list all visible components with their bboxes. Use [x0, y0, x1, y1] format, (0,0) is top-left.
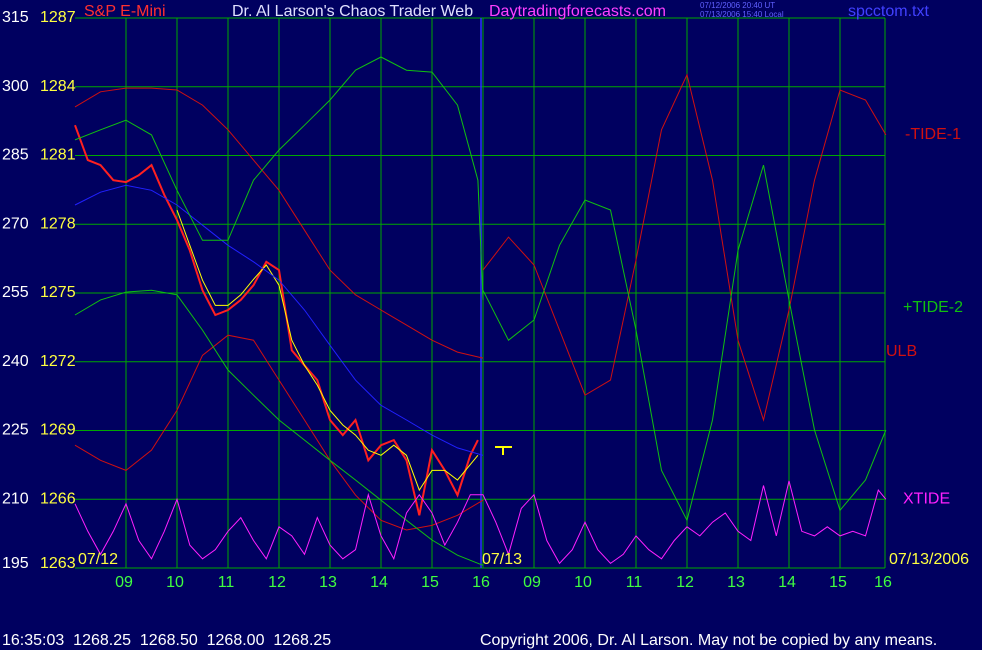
- date-label: 07/13: [482, 551, 522, 568]
- series-line: [176, 209, 479, 492]
- series-line: [74, 184, 484, 456]
- x-tick-label: 10: [166, 574, 184, 591]
- legend-label: -TIDE-1: [905, 126, 961, 143]
- y-tick-label: 270: [2, 215, 29, 232]
- y-tick-label: 225: [2, 422, 29, 439]
- series-line: [74, 289, 484, 566]
- y2-tick-label: 1287: [40, 9, 76, 26]
- x-tick-label: 10: [574, 574, 592, 591]
- y2-tick-label: 1263: [40, 555, 76, 572]
- y2-tick-label: 1275: [40, 284, 76, 301]
- legend-label: XTIDE: [903, 490, 950, 507]
- x-tick-label: 14: [370, 574, 388, 591]
- series-line: [74, 480, 887, 565]
- date-label: 07/13/2006: [889, 551, 969, 568]
- grid: [75, 17, 886, 569]
- series-line: [74, 87, 484, 359]
- y2-tick-label: 1278: [40, 215, 76, 232]
- x-tick-label: 16: [472, 574, 490, 591]
- y-tick-label: 195: [2, 555, 29, 572]
- copyright: Copyright 2006, Dr. Al Larson. May not b…: [480, 632, 937, 649]
- y-tick-label: 210: [2, 490, 29, 507]
- y-tick-label: 240: [2, 353, 29, 370]
- x-tick-label: 11: [626, 574, 643, 591]
- y2-tick-label: 1266: [40, 490, 76, 507]
- quote: 16:35:03 1268.25 1268.50 1268.00 1268.25: [2, 632, 331, 649]
- y-tick-label: 300: [2, 78, 29, 95]
- x-tick-label: 12: [268, 574, 286, 591]
- subtitle: S&P E-Mini: [84, 3, 166, 20]
- date-label: 07/12: [78, 551, 118, 568]
- x-tick-label: 12: [676, 574, 694, 591]
- x-tick-label: 16: [874, 574, 892, 591]
- timestamp: 07/12/2006 20:40 UT: [700, 1, 775, 10]
- y2-tick-label: 1284: [40, 78, 76, 95]
- x-tick-label: 11: [218, 574, 235, 591]
- y-tick-label: 255: [2, 284, 29, 301]
- plot: [74, 56, 887, 566]
- x-tick-label: 13: [727, 574, 745, 591]
- series-line: [482, 164, 887, 522]
- legend-label: ULB: [886, 343, 917, 360]
- series-line: [74, 334, 484, 531]
- x-tick-label: 09: [523, 574, 541, 591]
- y2-tick-label: 1281: [40, 147, 76, 164]
- y-tick-label: 315: [2, 9, 29, 26]
- series-line: [482, 73, 887, 422]
- x-tick-label: 15: [421, 574, 439, 591]
- series-line: [74, 56, 484, 300]
- series-line: [74, 124, 479, 516]
- legend-label: +TIDE-2: [903, 299, 963, 316]
- x-tick-label: 09: [115, 574, 133, 591]
- x-tick-label: 14: [778, 574, 796, 591]
- timestamp: 07/13/2006 15:40 Local: [700, 10, 784, 19]
- y2-tick-label: 1269: [40, 422, 76, 439]
- y2-tick-label: 1272: [40, 353, 76, 370]
- marker: [495, 446, 512, 455]
- file-name: spcctom.txt: [848, 3, 929, 20]
- x-tick-label: 13: [319, 574, 337, 591]
- chart-title: Dr. Al Larson's Chaos Trader Web: [232, 3, 473, 20]
- x-tick-label: 15: [829, 574, 847, 591]
- y-tick-label: 285: [2, 147, 29, 164]
- website: Daytradingforecasts.com: [489, 3, 666, 20]
